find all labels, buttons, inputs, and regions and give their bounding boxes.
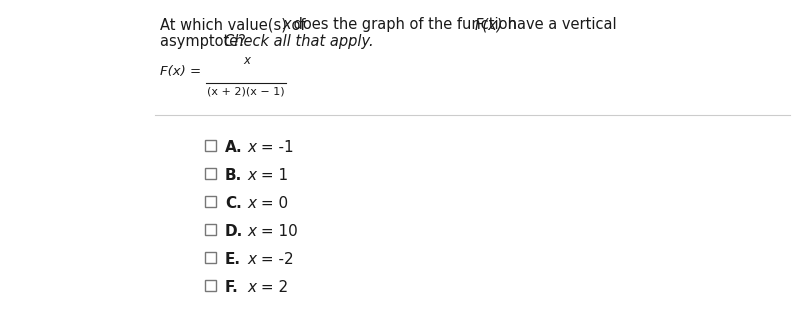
Text: = -1: = -1 (256, 141, 294, 155)
Text: = -2: = -2 (256, 252, 294, 268)
Bar (205, 196, 216, 207)
Text: = 10: = 10 (256, 224, 298, 240)
Text: x: x (247, 141, 256, 155)
Bar (205, 140, 216, 151)
Text: x: x (247, 197, 256, 211)
Text: = 1: = 1 (256, 168, 288, 184)
Bar (205, 168, 216, 179)
Text: asymptote?: asymptote? (160, 34, 250, 49)
Bar (205, 280, 216, 291)
Text: have a vertical: have a vertical (503, 17, 617, 32)
Text: = 2: = 2 (256, 281, 288, 295)
Text: A.: A. (225, 141, 242, 155)
Text: At which value(s) of: At which value(s) of (160, 17, 310, 32)
Text: F(x): F(x) (475, 17, 503, 32)
Text: x: x (247, 168, 256, 184)
Text: F(x) =: F(x) = (160, 65, 201, 78)
Text: x: x (243, 54, 250, 67)
Text: x: x (247, 281, 256, 295)
Text: B.: B. (225, 168, 242, 184)
Text: x: x (247, 252, 256, 268)
Bar (205, 252, 216, 263)
Bar (205, 224, 216, 235)
Text: F.: F. (225, 281, 238, 295)
Text: x: x (282, 17, 290, 32)
Text: D.: D. (225, 224, 243, 240)
Text: C.: C. (225, 197, 242, 211)
Text: (x + 2)(x − 1): (x + 2)(x − 1) (207, 86, 285, 96)
Text: does the graph of the function: does the graph of the function (289, 17, 522, 32)
Text: Check all that apply.: Check all that apply. (224, 34, 374, 49)
Text: x: x (247, 224, 256, 240)
Text: = 0: = 0 (256, 197, 288, 211)
Text: E.: E. (225, 252, 241, 268)
